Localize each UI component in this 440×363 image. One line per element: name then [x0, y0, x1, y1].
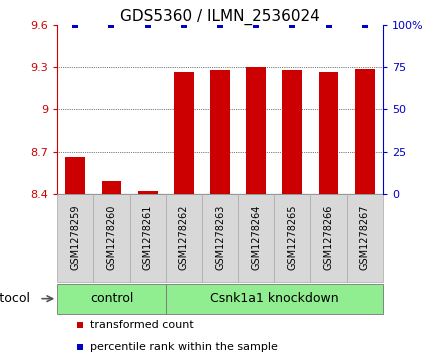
FancyBboxPatch shape [57, 193, 93, 282]
FancyBboxPatch shape [311, 193, 347, 282]
Text: GSM1278261: GSM1278261 [143, 205, 153, 270]
Title: GDS5360 / ILMN_2536024: GDS5360 / ILMN_2536024 [120, 9, 320, 25]
FancyBboxPatch shape [347, 193, 383, 282]
FancyBboxPatch shape [93, 193, 129, 282]
Text: protocol: protocol [0, 292, 31, 305]
FancyBboxPatch shape [202, 193, 238, 282]
Text: GSM1278267: GSM1278267 [360, 205, 370, 270]
Text: GSM1278265: GSM1278265 [287, 205, 297, 270]
Text: GSM1278266: GSM1278266 [323, 205, 334, 270]
Text: control: control [90, 292, 133, 305]
FancyBboxPatch shape [238, 193, 274, 282]
FancyBboxPatch shape [129, 193, 166, 282]
FancyBboxPatch shape [166, 284, 383, 314]
Text: GSM1278263: GSM1278263 [215, 205, 225, 270]
Bar [174, 72, 194, 193]
Bar [246, 68, 266, 193]
FancyBboxPatch shape [166, 193, 202, 282]
Bar [66, 157, 85, 193]
FancyBboxPatch shape [57, 284, 166, 314]
Bar [355, 69, 375, 193]
Text: GSM1278264: GSM1278264 [251, 205, 261, 270]
Bar [319, 72, 338, 193]
Bar [282, 70, 302, 193]
Text: GSM1278262: GSM1278262 [179, 205, 189, 270]
Text: Csnk1a1 knockdown: Csnk1a1 knockdown [210, 292, 338, 305]
Bar [102, 181, 121, 193]
Bar [138, 191, 158, 193]
Bar [210, 70, 230, 193]
Text: GSM1278260: GSM1278260 [106, 205, 117, 270]
Text: GSM1278259: GSM1278259 [70, 205, 80, 270]
FancyBboxPatch shape [274, 193, 311, 282]
Text: transformed count: transformed count [90, 319, 194, 330]
Text: percentile rank within the sample: percentile rank within the sample [90, 342, 278, 352]
